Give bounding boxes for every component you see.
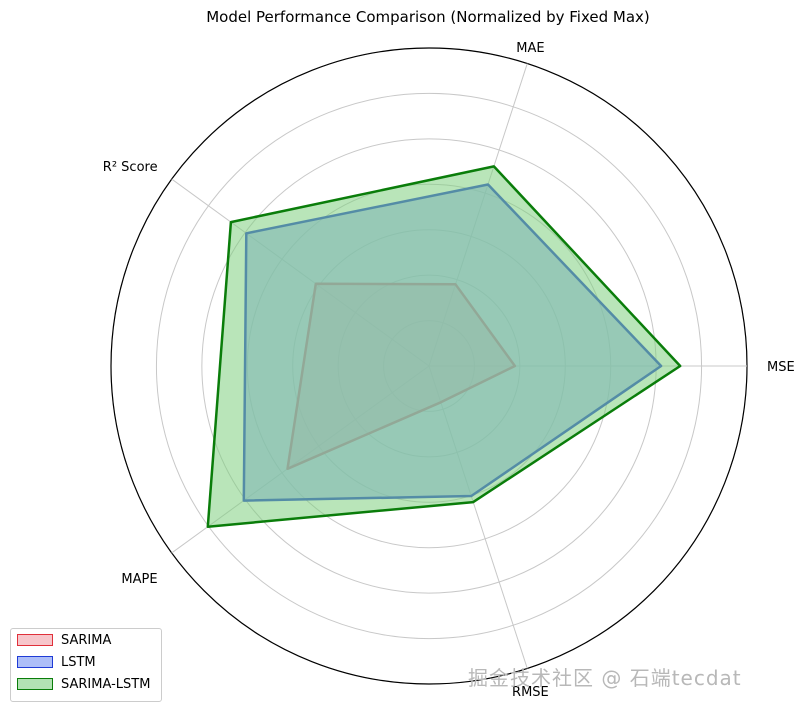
axis-label-mse: MSE xyxy=(767,360,795,375)
legend-item-lstm: LSTM xyxy=(11,651,161,673)
axis-label-r-score: R² Score xyxy=(103,160,158,175)
axis-label-mae: MAE xyxy=(516,41,544,56)
axis-label-mape: MAPE xyxy=(121,572,157,587)
legend: SARIMA LSTM SARIMA-LSTM xyxy=(10,628,162,702)
axis-label-rmse: RMSE xyxy=(512,685,549,700)
legend-item-sarima: SARIMA xyxy=(11,629,161,651)
legend-label-sarima: SARIMA xyxy=(61,632,112,648)
legend-label-lstm: LSTM xyxy=(61,654,96,670)
legend-swatch-lstm xyxy=(17,656,53,668)
legend-swatch-sarima-lstm xyxy=(17,678,53,690)
legend-item-sarima-lstm: SARIMA-LSTM xyxy=(11,673,161,695)
watermark-text: 掘金技术社区 @ 石端tecdat xyxy=(468,666,742,690)
axis-label-layer: MSE MAE R² Score MAPE RMSE xyxy=(103,41,795,700)
legend-swatch-sarima xyxy=(17,634,53,646)
series-area-sarima-lstm xyxy=(206,165,682,528)
legend-label-sarima-lstm: SARIMA-LSTM xyxy=(61,676,151,692)
series-layer xyxy=(206,165,682,528)
chart-title: Model Performance Comparison (Normalized… xyxy=(206,8,650,26)
